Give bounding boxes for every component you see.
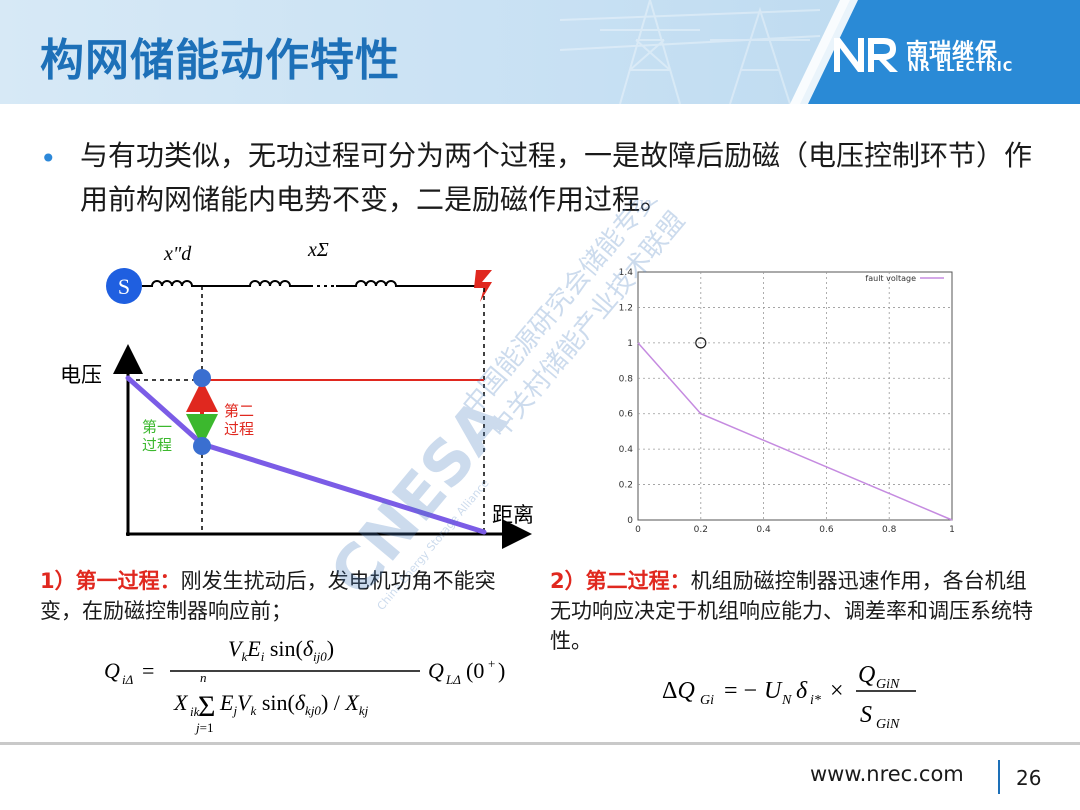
process2-label: 第二 过程 [224, 402, 259, 438]
footer-url: www.nrec.com [810, 762, 964, 786]
svg-text:i*: i* [810, 693, 821, 708]
process2-heading: 2）第二过程： [550, 569, 691, 593]
svg-text:U: U [764, 678, 783, 704]
x-axis-label: 距离 [492, 503, 534, 527]
svg-text:ik: ik [190, 704, 200, 719]
company-logo: 南瑞继保 NR ELECTRIC [832, 34, 1032, 78]
process1-label: 第一 过程 [142, 418, 177, 454]
chart-y-tick-label: 1 [627, 339, 633, 349]
upper-voltage-dot [193, 369, 211, 387]
footer-separator [998, 760, 1000, 794]
svg-text:X: X [173, 690, 189, 715]
process2-text: 机组励磁控制器迅速作用，各台机组无功响应决定于机组响应能力、调差率和调压系统特性… [550, 569, 1033, 653]
fault-lightning-icon [474, 270, 492, 302]
svg-text:Q: Q [858, 662, 875, 688]
svg-text:j=1: j=1 [194, 720, 213, 735]
chart-x-tick-label: 1 [949, 525, 955, 535]
svg-text:=: = [142, 658, 154, 683]
voltage-curve [125, 375, 487, 535]
chart-y-tick-label: 0.8 [619, 374, 634, 384]
chart-plot-area [637, 271, 953, 521]
svg-text:S: S [860, 702, 872, 728]
reactance-xsigma-label: xΣ [307, 239, 329, 261]
page-number: 26 [1016, 766, 1042, 790]
svg-text:n: n [200, 670, 207, 685]
power-tower-icon [560, 0, 820, 104]
chart-open-circle-marker [695, 337, 707, 349]
chart-x-tick-label: 0.8 [882, 525, 897, 535]
svg-text:): ) [498, 658, 505, 683]
page-title: 构网储能动作特性 [40, 35, 400, 86]
svg-text:×: × [830, 678, 844, 704]
nr-logo-icon [834, 38, 898, 72]
svg-text:Σ: Σ [198, 690, 215, 723]
reactive-power-formula-1: Q iΔ = VkEi sin(δij0) X ik n Σ j=1 EjVk … [104, 636, 505, 735]
svg-text:δ: δ [796, 678, 808, 704]
bullet-text: 与有功类似，无功过程可分为两个过程，一是故障后励磁（电压控制环节）作用前构网储能… [80, 139, 1033, 216]
bullet-icon: • [40, 142, 57, 175]
logo-cn-text: 南瑞继保 [906, 40, 999, 65]
circuit-line [142, 280, 480, 287]
chart-y-tick-label: 1.4 [619, 268, 634, 278]
svg-text:EjVk sin(δkj0) / Xkj: EjVk sin(δkj0) / Xkj [219, 690, 369, 718]
chart-y-tick-label: 0.2 [619, 481, 633, 491]
svg-text:VkEi sin(δij0): VkEi sin(δij0) [228, 636, 334, 664]
svg-text:= −: = − [724, 678, 757, 704]
svg-text:N: N [781, 693, 792, 708]
process2-description: 2）第二过程：机组励磁控制器迅速作用，各台机组无功响应决定于机组响应能力、调差率… [550, 566, 1040, 656]
svg-text:ΔQ: ΔQ [662, 678, 695, 704]
chart-y-tick-label: 0.4 [619, 445, 634, 455]
chart-x-tick-label: 0.6 [819, 525, 834, 535]
chart-x-tick-label: 0 [635, 525, 641, 535]
reactance-xd-label: x"d [163, 243, 192, 265]
source-label: S [118, 274, 130, 299]
svg-text:GiN: GiN [876, 717, 900, 732]
svg-text:LΔ: LΔ [445, 672, 461, 687]
svg-text:(0: (0 [466, 658, 484, 683]
svg-text:GiN: GiN [876, 677, 900, 692]
chart-legend-label: fault voltage [865, 274, 916, 283]
svg-text:iΔ: iΔ [122, 672, 134, 687]
svg-text:+: + [488, 656, 495, 671]
chart-y-tick-label: 0 [627, 516, 633, 526]
chart-series-line [637, 342, 953, 521]
header-accent-band [790, 0, 1080, 104]
process1-text: 刚发生扰动后，发电机功角不能突变，在励磁控制器响应前； [40, 569, 496, 623]
voltage-distance-diagram: S x"d xΣ 电压 距离 第一 过程 第二 过程 [60, 239, 534, 549]
chart-x-tick-label: 0.4 [756, 525, 771, 535]
reactive-power-formula-2: ΔQ Gi = − U N δ i* × Q GiN S GiN [662, 662, 916, 732]
fault-voltage-chart: 0 0.2 0.4 0.6 0.8 1 0 0.2 0.4 0.6 0.8 1 1.2 1.4 fault … [619, 268, 955, 535]
footer-divider [0, 742, 1080, 745]
process1-description: 1）第一过程：刚发生扰动后，发电机功角不能突变，在励磁控制器响应前； [40, 566, 510, 626]
chart-y-tick-label: 1.2 [619, 303, 633, 313]
y-axis-label: 电压 [60, 363, 102, 387]
svg-text:Q: Q [428, 658, 444, 683]
lower-voltage-dot [193, 437, 211, 455]
logo-en-text: NR ELECTRIC [908, 60, 1014, 75]
svg-text:Gi: Gi [700, 693, 714, 708]
chart-x-tick-label: 0.2 [694, 525, 708, 535]
source-circle [106, 268, 142, 304]
process1-heading: 1）第一过程： [40, 569, 181, 593]
chart-y-tick-label: 0.6 [619, 410, 634, 420]
svg-text:Q: Q [104, 658, 120, 683]
slide-header [0, 0, 1080, 104]
